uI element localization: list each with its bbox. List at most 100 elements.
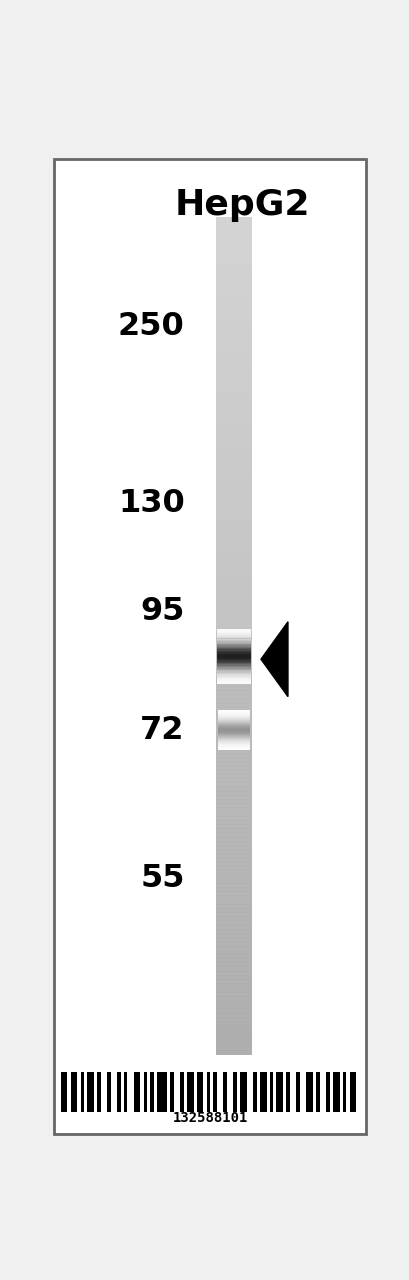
Bar [215, 832, 252, 837]
Bar [215, 581, 252, 586]
Bar [215, 979, 252, 984]
Bar [215, 845, 252, 850]
Bar [215, 548, 252, 553]
Bar [215, 703, 252, 708]
Bar [215, 480, 252, 485]
Bar [215, 908, 252, 913]
Bar [215, 728, 252, 733]
Bar [215, 933, 252, 938]
Bar [215, 861, 252, 867]
Bar [215, 401, 252, 406]
Bar [215, 941, 252, 946]
Bar [215, 812, 252, 817]
Bar [215, 1042, 252, 1047]
Bar [326, 1073, 329, 1111]
Bar [215, 723, 252, 728]
Bar [215, 762, 252, 767]
Bar [215, 506, 252, 511]
Bar [215, 861, 252, 867]
Bar [215, 607, 252, 612]
Bar [216, 667, 251, 668]
Text: 55: 55 [140, 863, 184, 893]
Bar [215, 954, 252, 959]
Bar [97, 1073, 100, 1111]
Bar [215, 970, 252, 975]
Bar [81, 1073, 84, 1111]
Bar [215, 950, 252, 955]
Bar [215, 815, 252, 820]
Bar [216, 668, 251, 669]
Bar [215, 485, 252, 490]
Polygon shape [261, 622, 287, 696]
Bar [216, 634, 251, 635]
Bar [215, 393, 252, 398]
Bar [213, 1073, 216, 1111]
Bar [215, 325, 252, 330]
Bar [215, 268, 252, 273]
Bar [215, 867, 252, 872]
Bar [215, 694, 252, 699]
Bar [215, 854, 252, 859]
Bar [215, 1005, 252, 1010]
Bar [215, 799, 252, 804]
Bar [180, 1073, 183, 1111]
Bar [157, 1073, 166, 1111]
Bar [215, 644, 252, 649]
Bar [196, 1073, 203, 1111]
Bar [215, 1000, 252, 1005]
Bar [215, 883, 252, 888]
Bar [215, 924, 252, 929]
Bar [215, 913, 252, 918]
Bar [216, 658, 251, 659]
Bar [215, 417, 252, 422]
Bar [215, 782, 252, 787]
Bar [348, 1073, 355, 1111]
Bar [215, 430, 252, 435]
Bar [215, 983, 252, 988]
Bar [215, 686, 252, 691]
Bar [215, 225, 252, 230]
Bar [215, 618, 252, 623]
Bar [215, 1016, 252, 1021]
Bar [150, 1073, 153, 1111]
Bar [215, 895, 252, 900]
Bar [215, 238, 252, 243]
Bar [216, 640, 251, 641]
Bar [215, 878, 252, 883]
Bar [215, 452, 252, 457]
Bar [215, 710, 252, 716]
Bar [215, 987, 252, 992]
Text: 130: 130 [118, 488, 184, 518]
Bar [215, 1042, 252, 1047]
Bar [216, 675, 251, 676]
Bar [215, 992, 252, 997]
Bar [215, 732, 252, 737]
Bar [215, 719, 252, 724]
Bar [215, 611, 252, 616]
Bar [215, 1000, 252, 1005]
Bar [215, 966, 252, 972]
Bar [170, 1073, 173, 1111]
Bar [215, 786, 252, 791]
Bar [215, 845, 252, 850]
Bar [216, 630, 251, 631]
Bar [215, 908, 252, 913]
Bar [215, 849, 252, 854]
Text: 72: 72 [140, 714, 184, 746]
Bar [215, 874, 252, 879]
Bar [215, 745, 252, 750]
Bar [215, 883, 252, 888]
Bar [215, 443, 252, 448]
Bar [215, 1012, 252, 1018]
Bar [215, 371, 252, 376]
Bar [215, 360, 252, 365]
Bar [215, 900, 252, 905]
Bar [215, 388, 252, 393]
Bar [215, 314, 252, 319]
Text: 132588101: 132588101 [172, 1111, 247, 1125]
Bar [215, 795, 252, 800]
Bar [215, 791, 252, 796]
Bar [215, 275, 252, 280]
Bar [215, 233, 252, 238]
Bar [187, 1073, 193, 1111]
